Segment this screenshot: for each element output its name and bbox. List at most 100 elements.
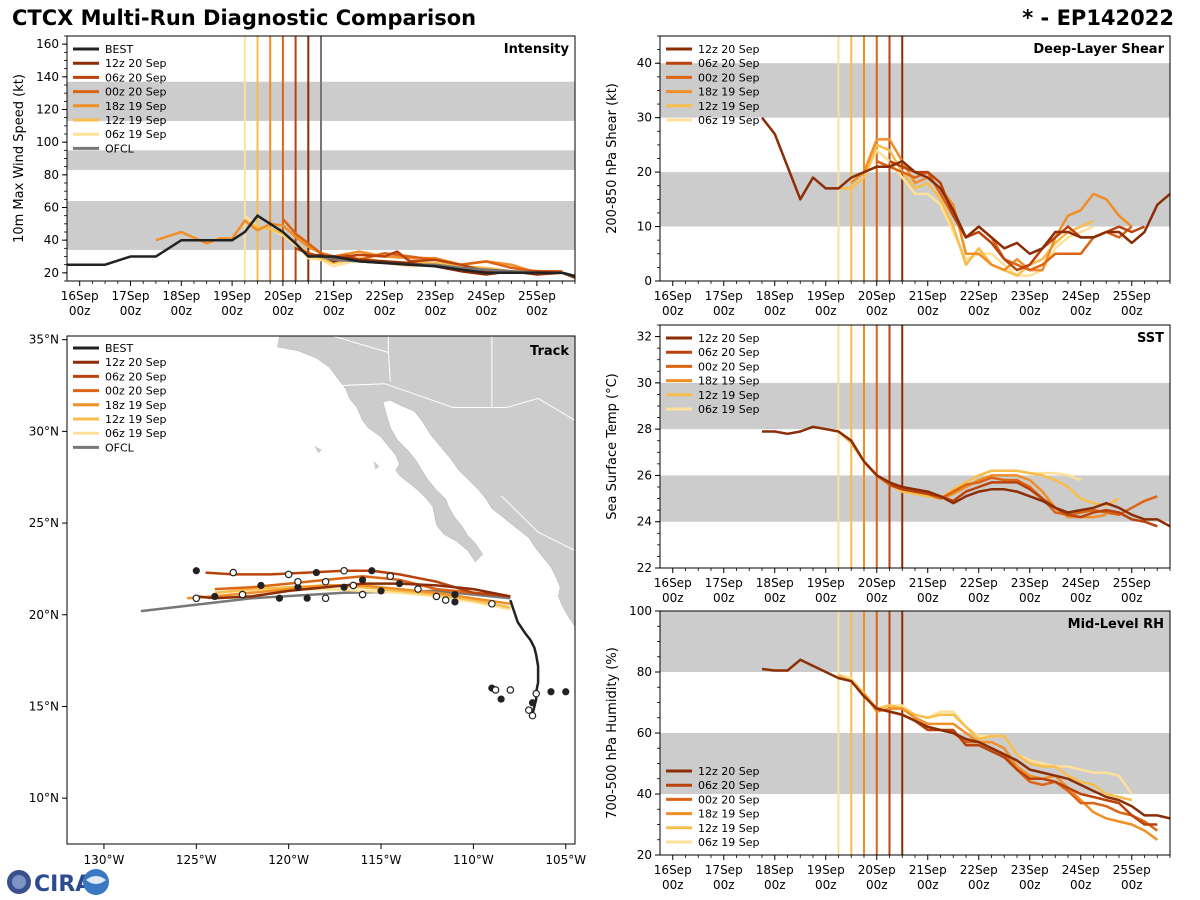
track-legend-label: 12z 20 Sep: [105, 356, 167, 369]
intensity-legend-label: 12z 20 Sep: [105, 57, 167, 70]
shear-xtick-sublabel: 00z: [866, 304, 888, 318]
shear-band: [660, 172, 1170, 227]
track-point-open: [441, 596, 450, 604]
shear-xtick-sublabel: 00z: [1070, 304, 1092, 318]
track-ytick-label: 15°N: [29, 699, 59, 713]
intensity-plot-area: [67, 36, 575, 281]
intensity-ylabel: 10m Max Wind Speed (kt): [12, 74, 27, 243]
island: [314, 446, 322, 454]
track-point-filled: [368, 567, 376, 575]
rh-xtick-label: 19Sep: [807, 863, 845, 877]
intensity-xtick-label: 24Sep: [467, 289, 505, 303]
rh-ytick-label: 80: [637, 665, 652, 679]
track-point-open: [506, 686, 515, 694]
us-mexico-border: [342, 383, 575, 421]
sst-xtick-sublabel: 00z: [866, 591, 888, 605]
intensity-legend-label: BEST: [105, 43, 133, 56]
track-point-open: [349, 581, 358, 590]
shear-xtick-label: 17Sep: [705, 289, 743, 303]
track-ofcl-line: [140, 589, 511, 613]
track-point-filled: [257, 581, 265, 590]
rh-panel: 2040608010016Sep00z17Sep00z18Sep00z19Sep…: [605, 604, 1171, 892]
sst-series-line: [762, 425, 1170, 528]
track-legend-bg: [69, 339, 175, 461]
intensity-xtick-sublabel: 00z: [221, 304, 243, 318]
intensity-title: Intensity: [504, 42, 570, 57]
intensity-xtick-label: 18Sep: [162, 289, 200, 303]
track-point-open: [414, 585, 422, 593]
track-panel: 130°W 125°W 120°W 115°W 110°W 105°W 10°N 15°N 20…: [29, 333, 587, 867]
intensity-xtick-sublabel: 00z: [69, 304, 91, 318]
logo-text: CIRA: [34, 872, 92, 897]
track-legend-label: 18z 19 Sep: [105, 399, 167, 412]
track-point-filled: [377, 587, 385, 595]
track-legend-label: BEST: [105, 342, 133, 355]
track-point-filled: [340, 583, 348, 591]
track-point-filled: [358, 576, 367, 584]
track-point-open: [238, 590, 247, 599]
rh-xtick-label: 24Sep: [1062, 863, 1100, 877]
track-xtick-label: 115°W: [361, 853, 402, 867]
rh-xtick-label: 23Sep: [1011, 863, 1049, 877]
track-frame: [66, 335, 576, 845]
rh-xtick-label: 20Sep: [858, 863, 896, 877]
sst-xtick-sublabel: 00z: [662, 591, 684, 605]
track-point-open: [340, 566, 348, 575]
track-run-line: [214, 584, 511, 609]
intensity-xtick-sublabel: 00z: [272, 304, 294, 318]
track-point-open: [321, 594, 330, 603]
shear-xtick-sublabel: 00z: [764, 304, 786, 318]
shear-xtick-label: 22Sep: [960, 289, 998, 303]
intensity-xtick-label: 23Sep: [416, 289, 454, 303]
intensity-xtick-sublabel: 00z: [120, 304, 142, 318]
intensity-ytick-label: 60: [44, 201, 59, 215]
track-point-filled: [294, 583, 302, 591]
figure-title: CTCX Multi-Run Diagnostic Comparison: [12, 6, 477, 30]
track-point-filled: [211, 592, 219, 601]
shear-legend-label: 12z 19 Sep: [698, 100, 760, 113]
sst-xtick-label: 21Sep: [909, 576, 947, 590]
intensity-xtick-sublabel: 00z: [425, 304, 447, 318]
intensity-legend-label: 06z 20 Sep: [105, 71, 167, 84]
rh-xtick-sublabel: 00z: [1121, 878, 1143, 892]
sst-ytick-label: 22: [637, 561, 652, 575]
intensity-xtick-label: 20Sep: [264, 289, 302, 303]
shear-ytick-label: 40: [637, 56, 652, 70]
intensity-series-line: [281, 218, 563, 273]
rh-xtick-sublabel: 00z: [713, 878, 735, 892]
intensity-legend-label: 12z 19 Sep: [105, 114, 167, 127]
track-point-open: [294, 577, 302, 586]
track-point-filled: [395, 579, 404, 588]
shear-xtick-label: 18Sep: [756, 289, 794, 303]
track-point-open: [528, 711, 537, 720]
sst-xtick-sublabel: 00z: [815, 591, 837, 605]
track-point-open: [532, 689, 541, 698]
shear-plot-area: [761, 36, 1170, 281]
shear-series-line: [838, 149, 1094, 277]
rh-series-line: [837, 673, 1133, 802]
shear-xtick-label: 25Sep: [1113, 289, 1151, 303]
rh-xtick-sublabel: 00z: [662, 878, 684, 892]
rh-ytick-label: 40: [637, 787, 652, 801]
state-border: [500, 495, 575, 552]
track-legend-label: 06z 20 Sep: [105, 370, 167, 383]
sst-legend-label: 06z 20 Sep: [698, 346, 760, 359]
intensity-xtick-label: 16Sep: [61, 289, 99, 303]
track-point-filled: [192, 567, 200, 575]
intensity-legend-label: 06z 19 Sep: [105, 128, 167, 141]
sst-xtick-sublabel: 00z: [1121, 591, 1143, 605]
sst-ylabel: Sea Surface Temp (°C): [605, 373, 620, 520]
intensity-legend-label: 18z 19 Sep: [105, 100, 167, 113]
track-legend-label: 06z 19 Sep: [105, 427, 167, 440]
sst-xtick-label: 23Sep: [1011, 576, 1049, 590]
shear-xtick-label: 24Sep: [1062, 289, 1100, 303]
intensity-xtick-label: 19Sep: [213, 289, 251, 303]
intensity-ytick-label: 40: [44, 233, 59, 247]
sst-band: [660, 475, 1170, 522]
shear-xtick-sublabel: 00z: [713, 304, 735, 318]
